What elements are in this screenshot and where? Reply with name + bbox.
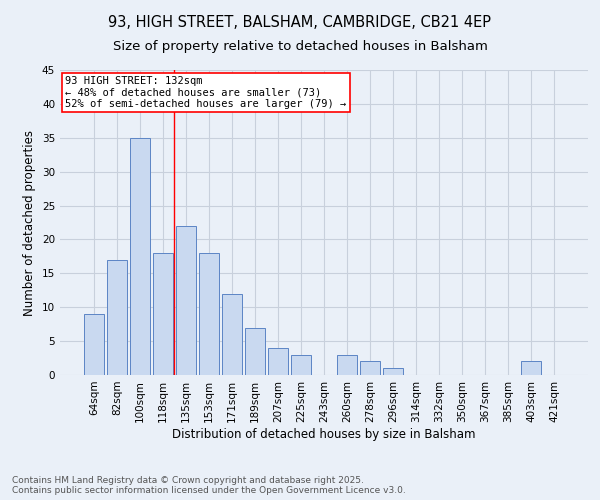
Bar [337,354,357,375]
Text: 93 HIGH STREET: 132sqm
← 48% of detached houses are smaller (73)
52% of semi-det: 93 HIGH STREET: 132sqm ← 48% of detached… [65,76,347,110]
Y-axis label: Number of detached properties: Number of detached properties [23,130,37,316]
Bar [199,253,218,375]
Bar [130,138,149,375]
Bar [291,354,311,375]
Bar [383,368,403,375]
Text: Size of property relative to detached houses in Balsham: Size of property relative to detached ho… [113,40,487,53]
Bar [521,362,541,375]
Text: Contains HM Land Registry data © Crown copyright and database right 2025.
Contai: Contains HM Land Registry data © Crown c… [12,476,406,495]
Text: 93, HIGH STREET, BALSHAM, CAMBRIDGE, CB21 4EP: 93, HIGH STREET, BALSHAM, CAMBRIDGE, CB2… [109,15,491,30]
Bar [268,348,288,375]
Bar [84,314,104,375]
Bar [107,260,127,375]
Bar [176,226,196,375]
X-axis label: Distribution of detached houses by size in Balsham: Distribution of detached houses by size … [172,428,476,440]
Bar [245,328,265,375]
Bar [153,253,173,375]
Bar [360,362,380,375]
Bar [222,294,242,375]
